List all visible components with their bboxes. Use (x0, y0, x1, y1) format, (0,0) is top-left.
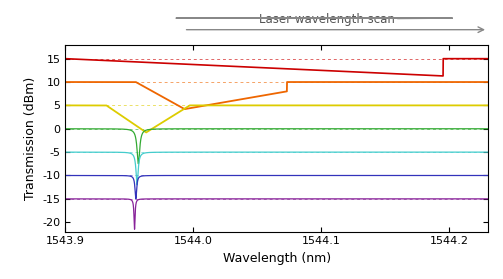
Y-axis label: Transmission (dBm): Transmission (dBm) (24, 76, 37, 200)
Text: Laser wavelength scan: Laser wavelength scan (260, 13, 395, 26)
X-axis label: Wavelength (nm): Wavelength (nm) (223, 252, 330, 265)
